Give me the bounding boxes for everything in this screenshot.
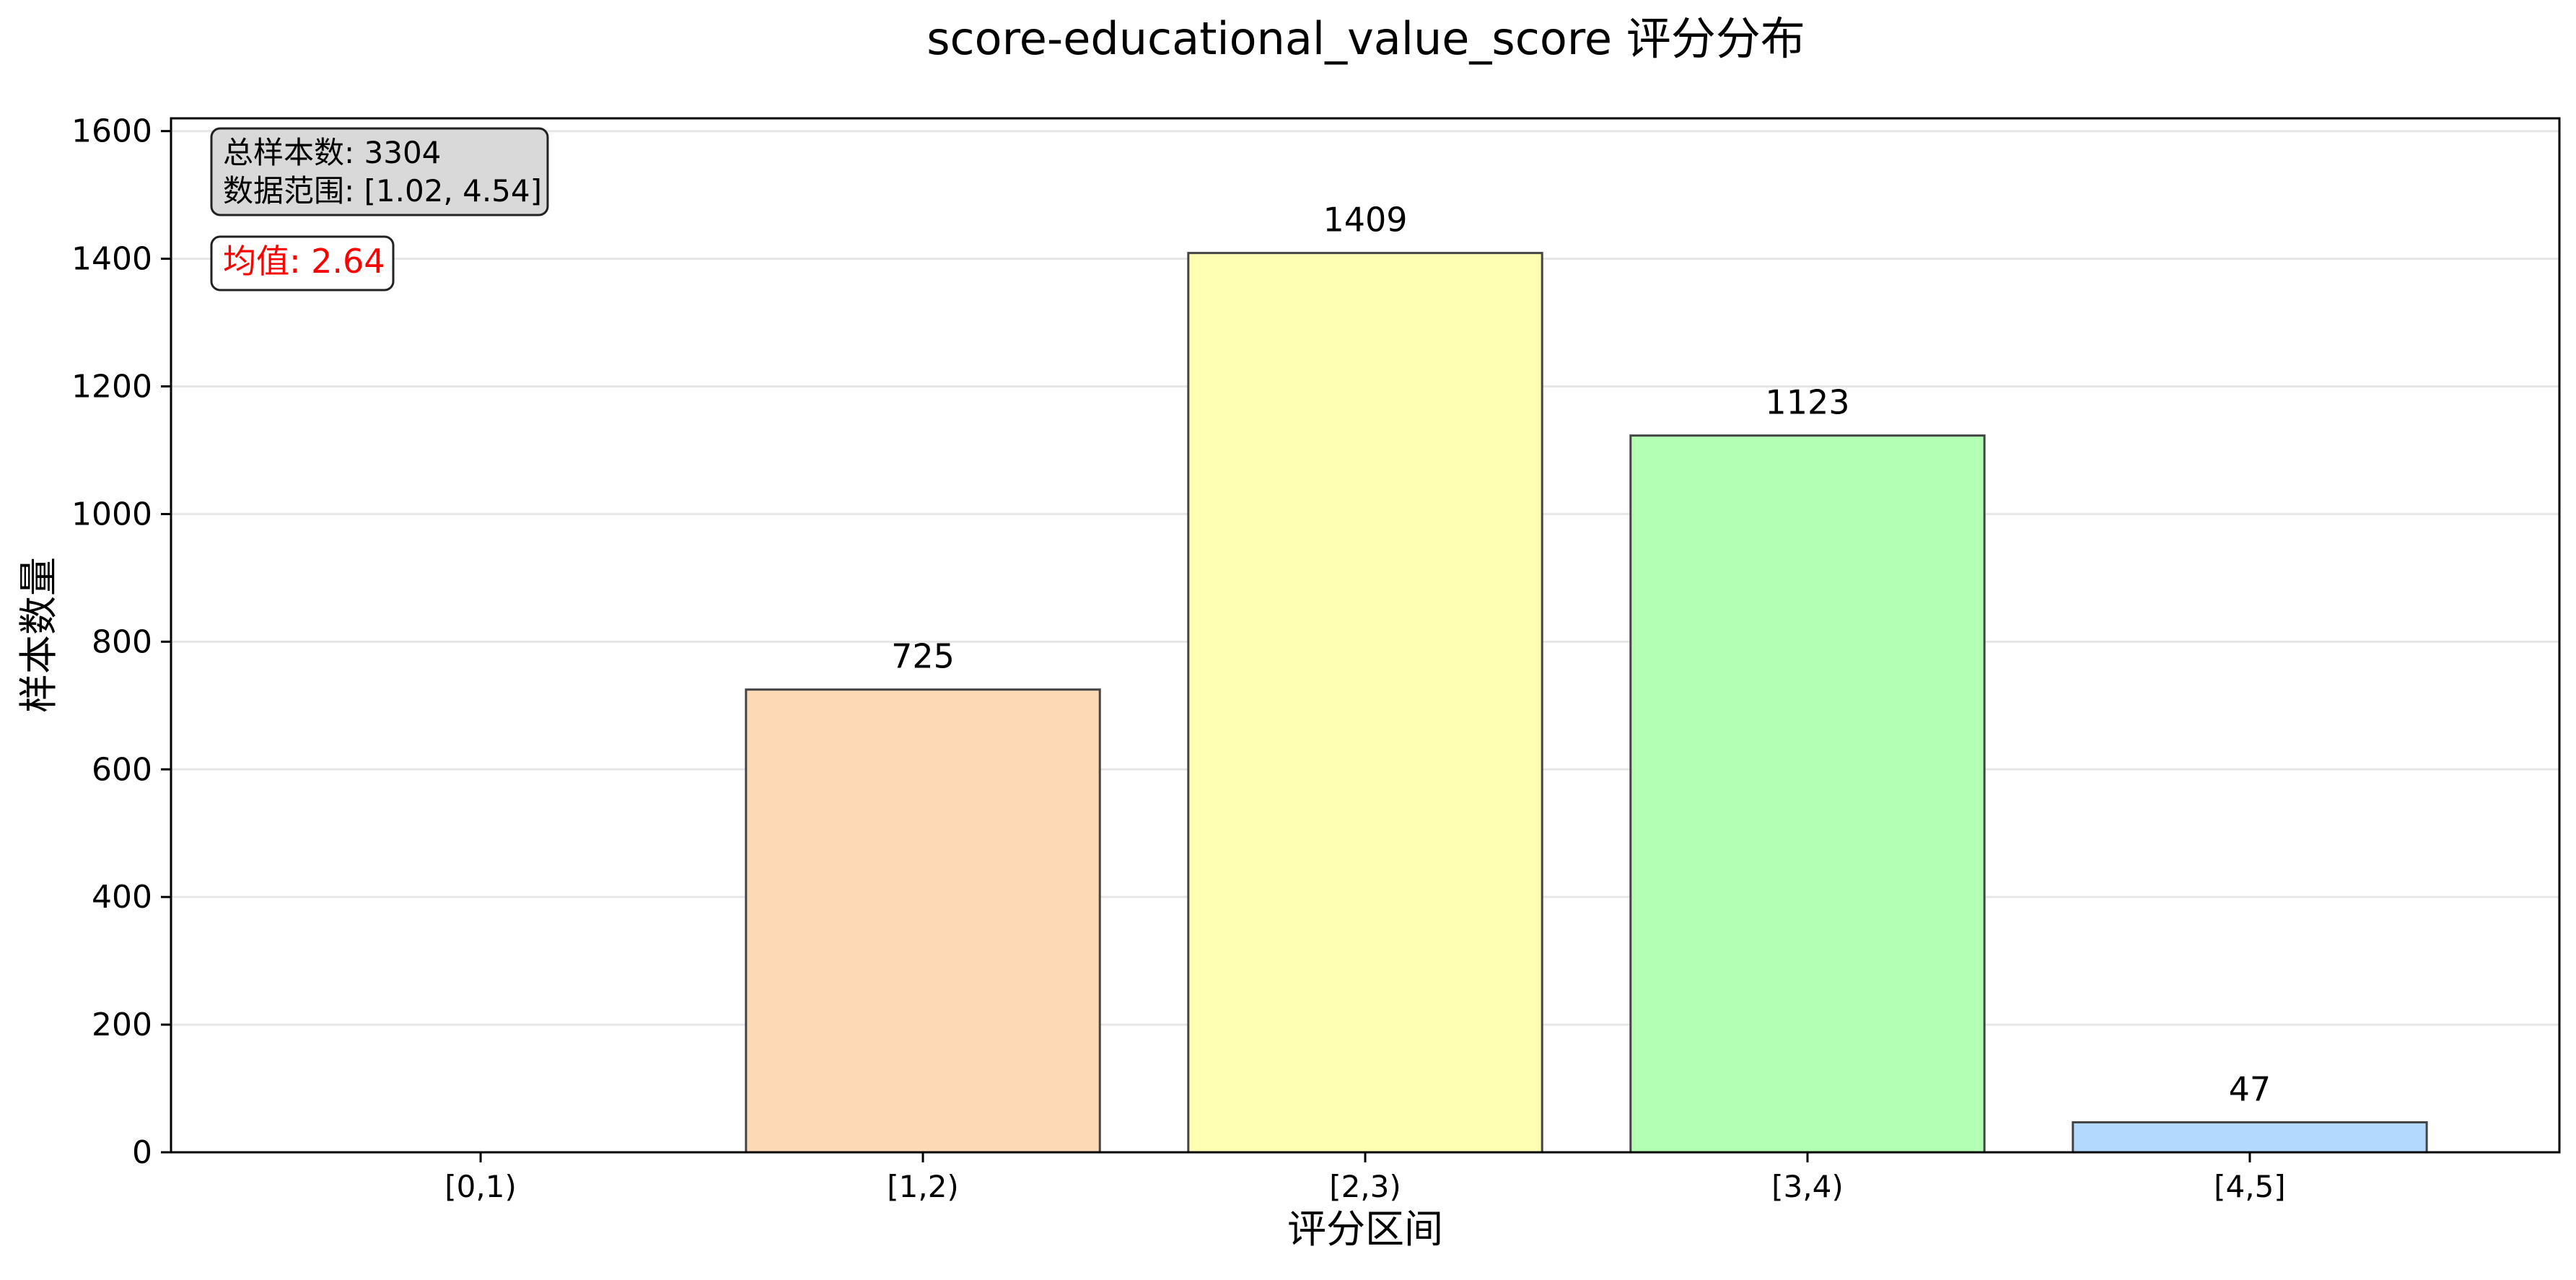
data-labels: 725 1409 1123 47 (891, 201, 2271, 1109)
info-box: 总样本数: 3304 数据范围: [1.02, 4.54] (210, 127, 549, 216)
y-tick-label: 0 (132, 1134, 152, 1171)
chart-title: score-educational_value_score 评分分布 (926, 12, 1805, 65)
x-tick-label: [3,4) (1771, 1169, 1844, 1204)
data-label-1: 725 (891, 637, 955, 676)
y-tick-label: 200 (92, 1007, 152, 1043)
bar-3 (1629, 434, 1986, 1154)
bar-2 (1187, 252, 1543, 1154)
info-box-background (210, 127, 549, 216)
data-label-4: 47 (2229, 1069, 2271, 1108)
y-tick-label: 1400 (71, 241, 152, 278)
x-tick-label: [1,2) (887, 1169, 959, 1204)
bar-1 (745, 688, 1101, 1154)
data-label-2: 1409 (1323, 201, 1407, 240)
y-tick-label: 800 (92, 623, 152, 660)
mean-value: 均值: 2.64 (223, 242, 385, 281)
y-tick-label: 1600 (71, 113, 152, 150)
y-axis-label: 样本数量 (16, 557, 61, 713)
info-total-samples: 总样本数: 3304 (223, 135, 441, 170)
y-axis-ticks: 0 200 400 600 800 1000 1200 1400 1600 (71, 113, 171, 1171)
data-label-3: 1123 (1765, 383, 1849, 422)
x-axis-label: 评分区间 (1287, 1206, 1443, 1252)
x-axis-ticks: [0,1) [1,2) [2,3) [3,4) [4,5] (444, 1152, 2286, 1204)
x-tick-label: [2,3) (1329, 1169, 1401, 1204)
y-tick-label: 1000 (71, 496, 152, 532)
info-data-range: 数据范围: [1.02, 4.54] (223, 173, 542, 209)
y-tick-label: 1200 (71, 369, 152, 406)
y-tick-label: 400 (92, 879, 152, 916)
x-tick-label: [0,1) (444, 1169, 517, 1204)
mean-box: 均值: 2.64 (210, 235, 395, 291)
plot-frame (170, 117, 2561, 1154)
bar-4 (2072, 1121, 2428, 1154)
y-tick-label: 600 (92, 751, 152, 788)
mean-box-background (210, 235, 395, 291)
bars (745, 252, 2428, 1154)
x-tick-label: [4,5] (2214, 1169, 2286, 1204)
